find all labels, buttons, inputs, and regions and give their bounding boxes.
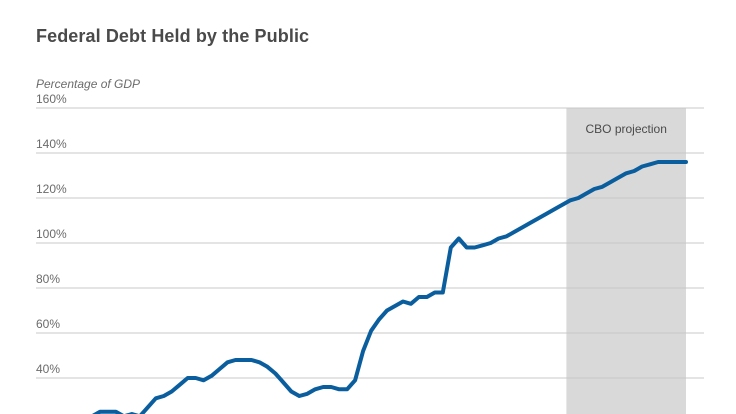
projection-band xyxy=(566,108,686,414)
y-tick-label: 80% xyxy=(36,272,60,286)
debt-series-line xyxy=(92,160,688,414)
y-tick-label: 160% xyxy=(36,92,67,106)
y-tick-label: 100% xyxy=(36,227,67,241)
chart-title: Federal Debt Held by the Public xyxy=(36,26,310,46)
y-tick-label: 120% xyxy=(36,182,67,196)
projection-label: CBO projection xyxy=(586,122,667,136)
y-tick-label: 40% xyxy=(36,362,60,376)
y-tick-label: 140% xyxy=(36,137,67,151)
y-tick-label: 60% xyxy=(36,317,60,331)
y-axis-label: Percentage of GDP xyxy=(36,77,141,91)
